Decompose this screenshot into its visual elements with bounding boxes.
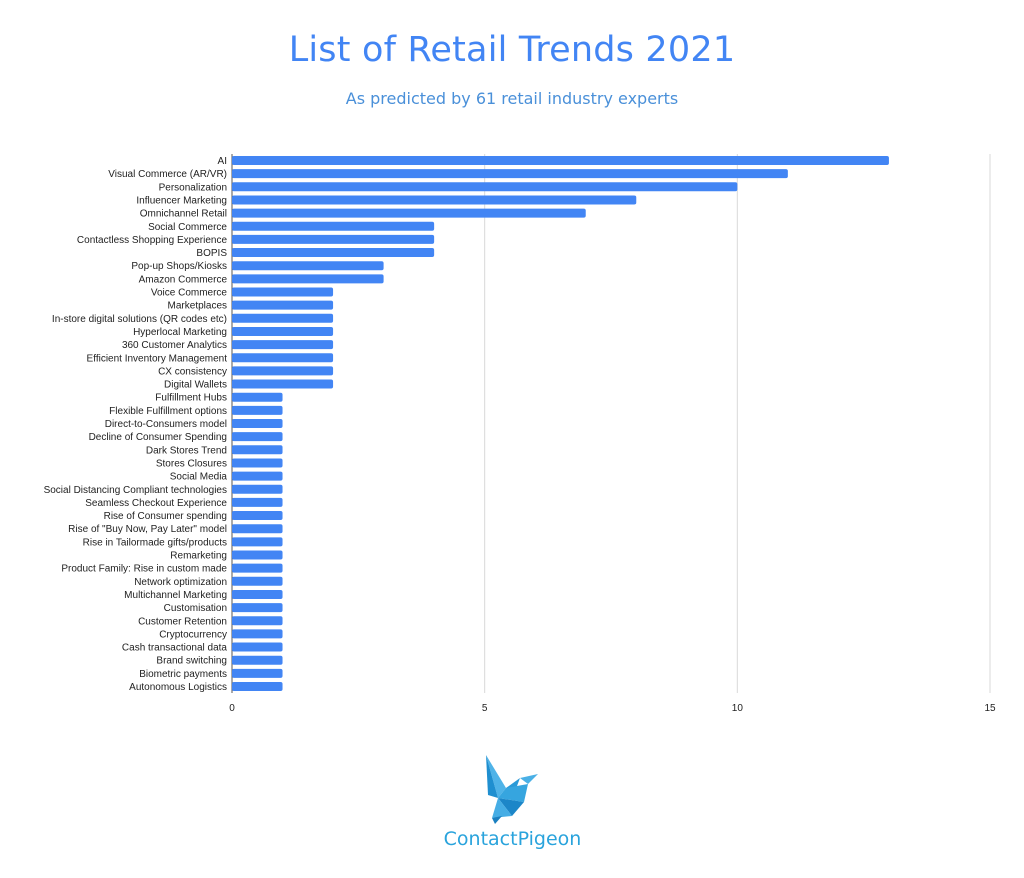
category-label: Voice Commerce [151, 288, 228, 299]
bar [232, 655, 283, 665]
category-label: Rise of Consumer spending [104, 511, 227, 522]
category-label: Omnichannel Retail [140, 209, 227, 220]
bar [232, 497, 283, 507]
grid-lines [231, 154, 991, 693]
bar [232, 261, 384, 271]
category-label: AI [218, 156, 227, 167]
chart-title: List of Retail Trends 2021 [288, 30, 736, 70]
bar [232, 366, 334, 376]
bar [232, 537, 283, 547]
bar [232, 195, 637, 205]
bar [232, 353, 334, 363]
category-label: Rise in Tailormade gifts/products [83, 537, 227, 548]
bar [232, 563, 283, 573]
bar [232, 642, 283, 652]
category-label: Product Family: Rise in custom made [61, 564, 227, 575]
bar [232, 340, 334, 350]
bar [232, 208, 586, 218]
bar [232, 182, 738, 192]
chart-subtitle: As predicted by 61 retail industry exper… [345, 89, 679, 108]
category-labels: AI Visual Commerce (AR/VR) Personalization… [44, 156, 228, 693]
category-label: Decline of Consumer Spending [89, 432, 227, 443]
bar [232, 300, 334, 310]
bar [232, 576, 283, 586]
bar [232, 471, 283, 481]
x-tick-label: 0 [229, 703, 235, 714]
brand-name: ContactPigeon [443, 828, 582, 850]
bar [232, 379, 334, 389]
category-label: Seamless Checkout Experience [85, 498, 227, 509]
bar [232, 603, 283, 613]
category-label: Network optimization [134, 577, 227, 588]
category-label: 360 Customer Analytics [122, 340, 227, 351]
category-label: Visual Commerce (AR/VR) [108, 169, 227, 180]
bar [232, 458, 283, 468]
bar [232, 589, 283, 599]
category-label: Digital Wallets [164, 380, 227, 391]
bar [232, 445, 283, 455]
bar [232, 629, 283, 639]
category-label: Personalization [159, 182, 227, 193]
category-label: Hyperlocal Marketing [133, 327, 227, 338]
bar [232, 313, 334, 323]
bars [232, 156, 889, 691]
bar [232, 668, 283, 678]
bar [232, 169, 788, 179]
category-label: Social Distancing Compliant technologies [44, 485, 227, 496]
bar [232, 432, 283, 442]
bar [232, 221, 435, 231]
category-label: Customisation [164, 603, 227, 614]
category-label: Amazon Commerce [139, 274, 228, 285]
category-label: Biometric payments [139, 669, 227, 680]
bar [232, 550, 283, 560]
bar [232, 616, 283, 626]
bar [232, 511, 283, 521]
x-tick-labels: 0 5 10 15 [229, 703, 996, 714]
category-label: BOPIS [196, 248, 227, 259]
category-label: CX consistency [158, 366, 227, 377]
bar [232, 156, 889, 165]
category-label: Flexible Fulfillment options [109, 406, 227, 417]
category-label: Pop-up Shops/Kiosks [131, 261, 227, 272]
category-label: Customer Retention [138, 616, 227, 627]
bar [232, 326, 334, 336]
bar [232, 682, 283, 691]
bar [232, 234, 435, 244]
x-tick-label: 15 [984, 703, 996, 714]
x-tick-label: 5 [482, 703, 488, 714]
category-label: Fulfillment Hubs [155, 393, 227, 404]
category-label: Autonomous Logistics [129, 682, 227, 693]
category-label: Influencer Marketing [136, 195, 227, 206]
category-label: Marketplaces [168, 301, 227, 312]
bar [232, 419, 283, 428]
category-label: Direct-to-Consumers model [105, 419, 227, 430]
pigeon-icon [486, 755, 538, 824]
bar [232, 405, 283, 415]
category-label: Cash transactional data [122, 643, 228, 654]
category-label: Contactless Shopping Experience [77, 235, 228, 246]
bar [232, 484, 283, 494]
category-label: Cryptocurrency [159, 629, 227, 640]
category-label: Dark Stores Trend [146, 445, 227, 456]
bar [232, 274, 384, 284]
category-label: Rise of "Buy Now, Pay Later" model [68, 524, 227, 535]
category-label: Efficient Inventory Management [87, 353, 228, 364]
bar [232, 524, 283, 534]
category-label: Remarketing [170, 551, 227, 562]
bar [232, 287, 334, 297]
bar [232, 392, 283, 402]
category-label: Social Commerce [148, 222, 227, 233]
category-label: Multichannel Marketing [124, 590, 227, 601]
bar [232, 248, 435, 258]
category-label: Stores Closures [156, 458, 227, 469]
category-label: Social Media [170, 472, 228, 483]
category-label: In-store digital solutions (QR codes etc… [52, 314, 227, 325]
category-label: Brand switching [156, 656, 227, 667]
x-tick-label: 10 [732, 703, 744, 714]
